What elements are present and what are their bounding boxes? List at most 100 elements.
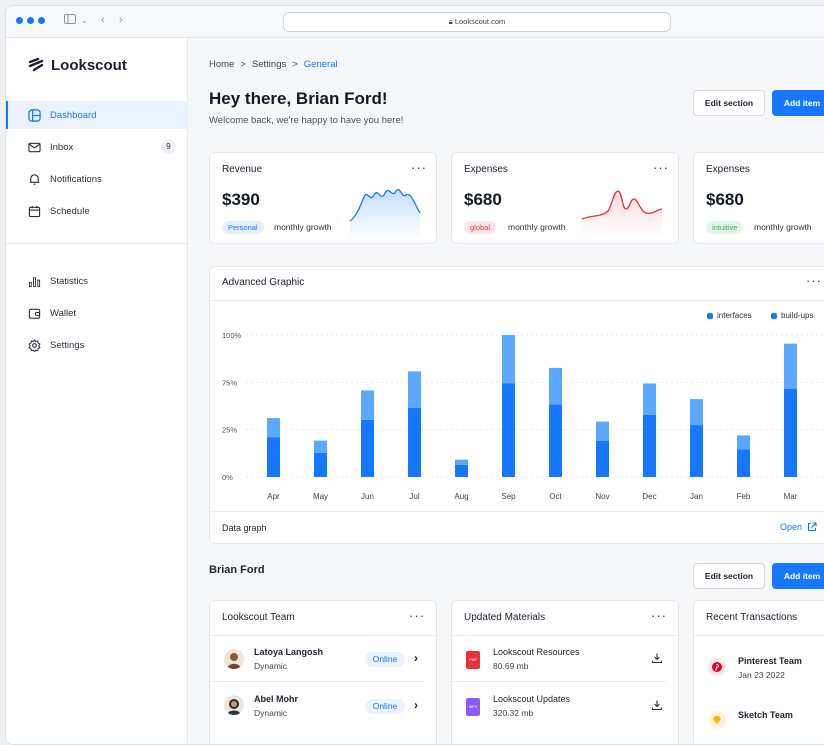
open-link[interactable]: Open [780, 522, 817, 532]
card-title: Expenses [706, 164, 750, 175]
sidebar-item-dashboard[interactable]: Dashboard [6, 101, 188, 129]
stat-amount: $390 [222, 190, 260, 209]
sidebar-item-label: Notifications [50, 173, 102, 185]
stat-note: monthly growth [754, 222, 812, 232]
legend-label: interfaces [717, 311, 752, 320]
edit-section-button[interactable]: Edit section [693, 90, 765, 116]
chevron-down-icon[interactable]: ⌄ [81, 16, 88, 25]
bar-interfaces-may [314, 440, 327, 453]
bar-build-ups-may [314, 452, 327, 477]
transaction-name: Pinterest Team [738, 656, 802, 666]
sidebar-divider [6, 243, 188, 244]
minimize-dot[interactable] [27, 17, 34, 24]
breadcrumb-separator: > [240, 59, 246, 70]
expenses-sparkline [581, 190, 663, 239]
dashboard-icon [28, 108, 41, 122]
file-size: 80.69 mb [493, 661, 529, 671]
breadcrumb-settings[interactable]: Settings [251, 59, 287, 70]
sidebar-item-wallet[interactable]: Wallet [6, 299, 188, 327]
sidebar-toggle-icon[interactable] [64, 14, 76, 27]
x-tick-label: Jul [409, 492, 419, 501]
card-title: Updated Materials [464, 612, 546, 623]
sidebar-item-inbox[interactable]: Inbox 9 [6, 133, 188, 161]
chevron-right-icon[interactable]: › [414, 651, 418, 665]
divider [210, 511, 824, 512]
legend-label: build-ups [781, 311, 814, 320]
more-icon[interactable]: ··· [806, 273, 822, 288]
bar-build-ups-jul [408, 407, 421, 477]
browser-titlebar: ⌄ ‹ › 🔒︎ Lookscout.com [6, 6, 824, 38]
divider [452, 635, 678, 636]
stat-tag: global [464, 221, 497, 234]
x-tick-label: Feb [737, 492, 751, 501]
more-icon[interactable]: ··· [651, 608, 667, 623]
card-title: Revenue [222, 164, 263, 175]
zoom-dot[interactable] [38, 17, 45, 24]
close-dot[interactable] [16, 17, 23, 24]
expenses-card-2: Expenses $680 intuitive monthly growth [693, 152, 824, 244]
main-content: Home > Settings > General Hey there, Bri… [188, 38, 824, 744]
bar-build-ups-aug [455, 464, 468, 477]
sidebar-item-label: Dashboard [50, 109, 97, 121]
bar-chart: 0% 25% 75% 100% Apr May Jun Jul Aug Sep Oct Nov Dec J… [222, 331, 824, 501]
team-card: Lookscout Team ··· Latoya Langosh Dynami… [209, 600, 437, 744]
bar-build-ups-dec [643, 414, 656, 477]
graph-footer-label: Data graph [222, 523, 267, 533]
back-icon[interactable]: ‹ [101, 14, 105, 26]
x-tick-label: Apr [267, 492, 280, 501]
inbox-icon [28, 142, 41, 152]
avatar [224, 649, 244, 669]
divider [210, 681, 424, 682]
address-bar[interactable]: 🔒︎ Lookscout.com [283, 12, 671, 32]
breadcrumb-home[interactable]: Home [209, 59, 235, 70]
bar-build-ups-sep [502, 383, 515, 477]
x-tick-label: Mar [784, 492, 798, 501]
bar-interfaces-sep [502, 335, 515, 384]
stat-amount: $680 [706, 190, 744, 209]
edit-section-button-2[interactable]: Edit section [693, 563, 765, 589]
download-icon[interactable] [651, 699, 663, 711]
bar-build-ups-mar [784, 388, 797, 477]
download-icon[interactable] [651, 652, 663, 664]
pinterest-icon [708, 658, 726, 676]
materials-card: Updated Materials ··· PDF Lookscout Reso… [451, 600, 679, 744]
advanced-graphic-card: Advanced Graphic ··· interfaces build-up… [209, 266, 824, 544]
more-icon[interactable]: ··· [411, 160, 427, 175]
page-title: Hey there, Brian Ford! [209, 89, 388, 108]
stat-tag: intuitive [706, 221, 744, 234]
open-label: Open [780, 522, 803, 532]
logo[interactable]: Lookscout [28, 56, 127, 74]
url-text: Lookscout.com [454, 17, 506, 26]
y-tick-label: 100% [222, 331, 242, 340]
x-tick-label: May [313, 492, 328, 501]
bar-interfaces-oct [549, 367, 562, 405]
forward-icon[interactable]: › [119, 14, 123, 26]
x-tick-label: Jun [361, 492, 374, 501]
breadcrumb: Home > Settings > General [209, 59, 338, 70]
bar-interfaces-mar [784, 343, 797, 389]
add-item-button[interactable]: Add item [772, 90, 824, 116]
sidebar-item-statistics[interactable]: Statistics [6, 267, 188, 295]
more-icon[interactable]: ··· [409, 608, 425, 623]
add-item-button-2[interactable]: Add item [772, 563, 824, 589]
revenue-card: Revenue ··· $390 Personal monthly growth [209, 152, 437, 244]
bar-build-ups-oct [549, 404, 562, 477]
sidebar-item-label: Schedule [50, 205, 90, 217]
file-type: PDF [469, 657, 477, 662]
stat-amount: $680 [464, 190, 502, 209]
wallet-icon [28, 308, 41, 319]
stat-note: monthly growth [274, 222, 332, 232]
more-icon[interactable]: ··· [653, 160, 669, 175]
sidebar-item-label: Inbox [50, 141, 74, 153]
sidebar-item-notifications[interactable]: Notifications [6, 165, 188, 193]
bar-interfaces-dec [643, 383, 656, 415]
avatar [224, 695, 244, 715]
chevron-right-icon[interactable]: › [414, 698, 418, 712]
transactions-card: Recent Transactions Pinterest Team Jan 2… [693, 600, 824, 744]
bar-interfaces-aug [455, 459, 468, 465]
sidebar-item-settings[interactable]: Settings [6, 331, 188, 359]
sidebar-item-schedule[interactable]: Schedule [6, 197, 188, 225]
divider [694, 635, 824, 636]
card-title: Advanced Graphic [222, 277, 305, 288]
bar-interfaces-jan [690, 399, 703, 426]
